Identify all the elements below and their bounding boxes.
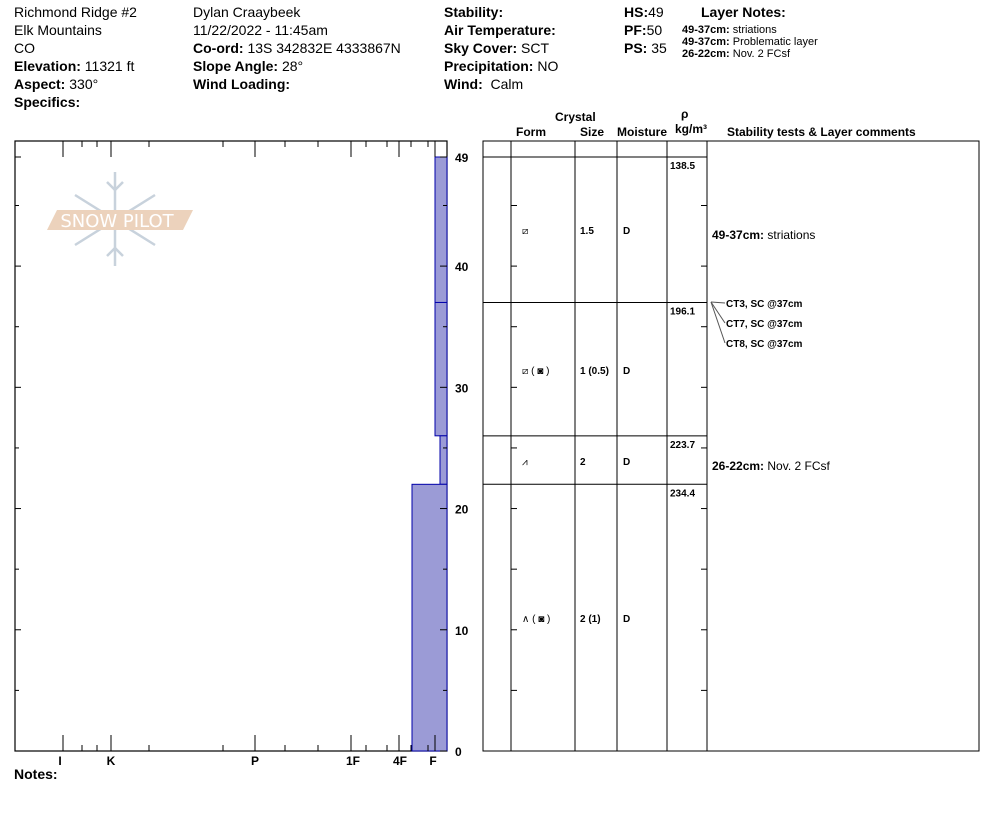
density: 234.4	[670, 488, 695, 499]
layer-note: 26-22cm: Nov. 2 FCsf	[682, 48, 791, 60]
grain-size: 1.5	[580, 226, 594, 237]
aspect: Aspect: 330°	[14, 76, 99, 92]
y-tick-label: 0	[455, 745, 462, 759]
notes-label: Notes:	[14, 766, 58, 782]
crystal-header: Crystal	[555, 110, 596, 124]
layer-notes: 49-37cm: striations 49-37cm: Problematic…	[682, 24, 818, 60]
density-unit-header: kg/m³	[675, 122, 708, 136]
rho-header: ρ	[681, 107, 689, 121]
x-tick-label: 4F	[393, 754, 407, 768]
wind: Wind: Calm	[444, 76, 524, 92]
stability-test: CT8, SC @37cm	[726, 339, 803, 350]
location: Richmond Ridge #2	[14, 4, 137, 20]
y-tick-label: 20	[455, 503, 469, 517]
stability-test-arrow	[710, 301, 726, 344]
x-tick-label: F	[429, 754, 436, 768]
stability-test-arrow	[710, 301, 726, 324]
svg-text:SNOW PILOT: SNOW PILOT	[60, 211, 174, 232]
grain-size: 2	[580, 457, 586, 468]
ps: PS: 35	[624, 40, 667, 56]
range: Elk Mountains	[14, 22, 102, 38]
sky-cover: Sky Cover: SCT	[444, 40, 550, 56]
grain-size: 1 (0.5)	[580, 366, 609, 377]
snowpilot-logo: SNOW PILOT	[47, 172, 193, 266]
form-header: Form	[516, 125, 546, 139]
y-tick-label: 30	[455, 381, 469, 395]
y-tick-label: 49	[455, 151, 469, 165]
layer-table: ⧄ 1.5 D 138.5 49-37cm: striations ⧄ ( ◙ ) 1 (0…	[482, 140, 980, 752]
stability: Stability:	[444, 4, 504, 20]
moisture: D	[623, 457, 630, 468]
hs: HS:49	[624, 4, 664, 20]
layer-notes-title: Layer Notes:	[701, 4, 786, 20]
moisture: D	[623, 226, 630, 237]
grain-form-symbol: ⧄	[522, 226, 528, 237]
state: CO	[14, 40, 35, 56]
x-tick-label: P	[251, 754, 259, 768]
coord: Co-ord: 13S 342832E 4333867N	[193, 40, 401, 56]
hardness-bar	[439, 435, 448, 485]
pf: PF:50	[624, 22, 663, 38]
stability-test: CT7, SC @37cm	[726, 319, 803, 330]
x-tick-label: K	[107, 754, 116, 768]
table-frame	[482, 140, 980, 752]
grain-form-symbol: ⧄ ( ◙ )	[522, 366, 549, 377]
stability-test: CT3, SC @37cm	[726, 299, 803, 310]
datetime: 11/22/2022 - 11:45am	[193, 22, 328, 38]
layer-note: 49-37cm: striations	[682, 24, 777, 36]
y-tick-label: 10	[455, 624, 469, 638]
observer: Dylan Craaybeek	[193, 4, 301, 20]
layer-comment: 26-22cm: Nov. 2 FCsf	[712, 459, 830, 473]
x-tick-label: I	[58, 754, 61, 768]
grain-form-symbol: ⩘	[522, 457, 528, 468]
hardness-bar	[434, 156, 448, 303]
wind-loading: Wind Loading:	[193, 76, 291, 92]
density: 196.1	[670, 306, 695, 317]
size-header: Size	[580, 125, 605, 139]
layer-comment: 49-37cm: striations	[712, 228, 815, 242]
layer-note: 49-37cm: Problematic layer	[682, 36, 818, 48]
grain-form-symbol: ∧ ( ◙ )	[522, 614, 550, 625]
specifics: Specifics:	[14, 94, 81, 110]
moisture: D	[623, 614, 630, 625]
hardness-profile-chart: 49 40 30 20 10 0 I K P 1F 4F F	[14, 140, 469, 768]
precipitation: Precipitation: NO	[444, 58, 559, 74]
hardness-bar	[434, 301, 448, 437]
moisture: D	[623, 366, 630, 377]
comments-header: Stability tests & Layer comments	[727, 125, 916, 139]
grain-size: 2 (1)	[580, 614, 601, 625]
density: 138.5	[670, 161, 695, 172]
air-temperature: Air Temperature:	[444, 22, 556, 38]
moisture-header: Moisture	[617, 125, 668, 139]
y-tick-label: 40	[455, 260, 469, 274]
stability-test-arrow	[710, 301, 726, 304]
plot-frame	[14, 140, 448, 752]
x-tick-label: 1F	[346, 754, 360, 768]
density: 223.7	[670, 440, 695, 451]
hardness-bar	[411, 483, 448, 752]
elevation: Elevation: 11321 ft	[14, 58, 135, 74]
slope-angle: Slope Angle: 28°	[193, 58, 304, 74]
